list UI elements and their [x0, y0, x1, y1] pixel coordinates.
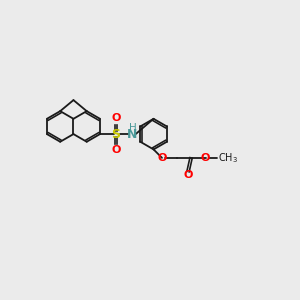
Text: O: O	[157, 153, 167, 163]
Text: O: O	[201, 153, 210, 163]
Text: O: O	[111, 145, 121, 155]
Text: O: O	[111, 113, 121, 123]
Text: CH$_3$: CH$_3$	[218, 151, 238, 165]
Text: H: H	[129, 123, 137, 133]
Text: S: S	[112, 128, 121, 141]
Text: N: N	[127, 128, 137, 141]
Text: O: O	[183, 170, 193, 180]
